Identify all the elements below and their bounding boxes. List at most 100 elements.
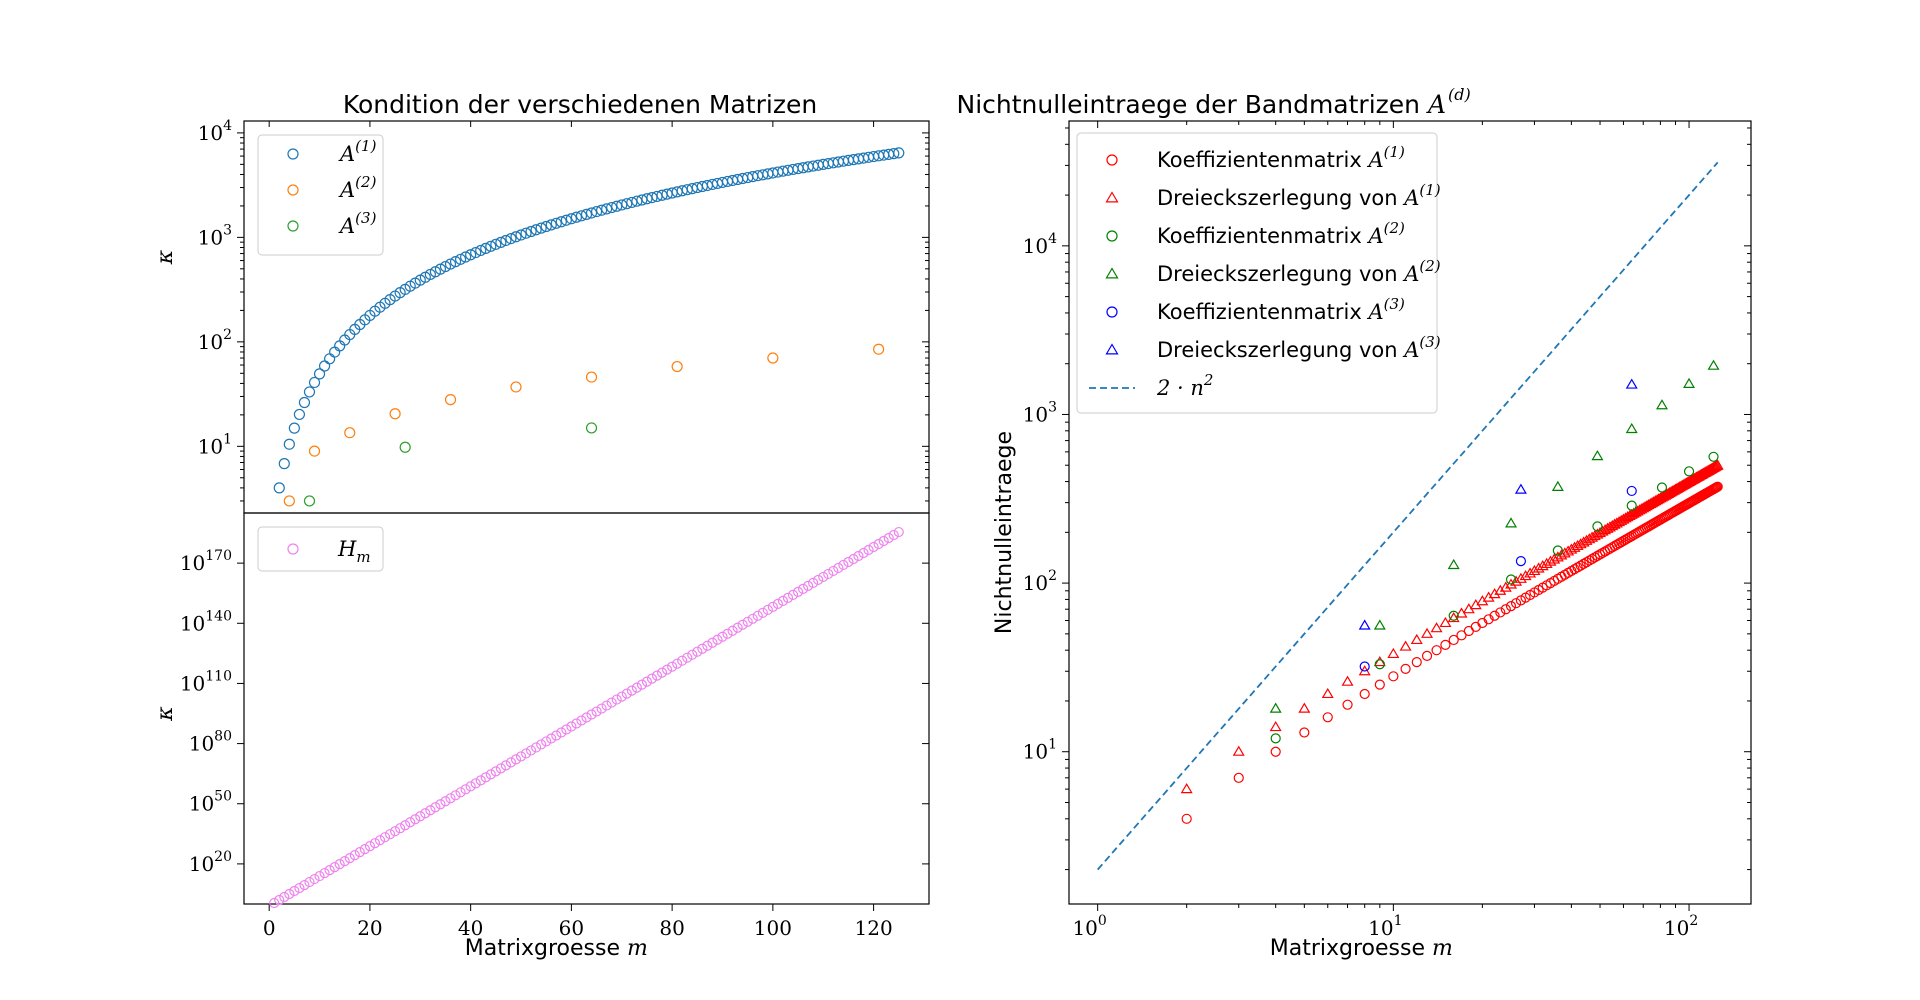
legend: Hm: [257, 526, 384, 572]
y-tick-label: 10110: [180, 668, 232, 695]
data-point-hilbert: [556, 727, 567, 738]
data-point-hilbert: [843, 556, 854, 568]
data-point-1: [454, 253, 467, 265]
reference-line-2n2: [1097, 161, 1719, 871]
data-point-hilbert: [450, 790, 461, 801]
data-point-3: [1448, 610, 1459, 621]
data-point-1: [1233, 772, 1244, 783]
chart-title-math: A: [1426, 90, 1446, 119]
legend-marker: [1106, 154, 1118, 166]
y-axis-label: κ: [153, 706, 178, 722]
legend-box: [257, 134, 384, 256]
data-point-2: [585, 371, 598, 383]
data-point-1: [1510, 598, 1522, 609]
data-point-hilbert: [304, 876, 315, 888]
data-point-hilbert: [712, 634, 723, 645]
data-point-4: [1373, 619, 1386, 630]
data-point-hilbert: [616, 691, 627, 702]
data-point-1: [540, 220, 552, 233]
data-point-hilbert: [344, 853, 355, 864]
y-tick-label: 103: [198, 222, 232, 249]
data-point-2: [1706, 462, 1719, 473]
data-point-hilbert: [374, 835, 386, 846]
condition-number-panel: Kondition der verschiedenen Matrizen 101…: [153, 90, 930, 514]
y-tick-label: 102: [1023, 568, 1057, 595]
data-point-2: [1439, 616, 1452, 628]
data-point-1: [1575, 560, 1586, 571]
hilbert-condition-panel: 0 20 40 60 80 100 120 1020 1050 1080 10110 10140 101…: [153, 512, 930, 961]
chart-title-superscript: (d): [1448, 85, 1471, 104]
data-point-hilbert: [566, 721, 577, 732]
data-point-hilbert: [868, 541, 879, 553]
y-tick-label: 104: [1023, 231, 1057, 258]
data-point-hilbert: [269, 897, 280, 909]
data-point-2: [1519, 569, 1532, 581]
data-point-hilbert: [858, 547, 869, 559]
data-point-hilbert: [405, 817, 416, 828]
data-point-2: [873, 343, 885, 355]
data-point-1: [570, 211, 583, 223]
data-point-1: [1572, 562, 1583, 573]
data-point-hilbert: [314, 870, 325, 882]
data-point-hilbert: [546, 733, 557, 744]
data-point-3: [1552, 545, 1563, 556]
plot-area: 0 20 40 60 80 100 120 1020 1050 1080 10110 10140 101…: [180, 512, 930, 940]
data-point-1: [510, 231, 522, 243]
chart-title: Nichtnulleintraege der Bandmatrizen A (d…: [957, 85, 1471, 119]
data-point-1: [485, 240, 497, 252]
data-point-2: [510, 381, 522, 393]
legend-marker: [287, 184, 299, 196]
data-point-4: [1269, 702, 1282, 713]
data-point-hilbert: [520, 748, 532, 759]
data-point-2: [671, 360, 683, 373]
legend-entry: A(1): [338, 137, 377, 166]
data-point-1: [303, 386, 316, 398]
x-axis-label-math: m: [627, 936, 648, 961]
y-tick-label: 1080: [189, 729, 232, 756]
data-point-1: [550, 217, 562, 229]
data-point-hilbert: [480, 772, 491, 783]
data-point-1: [611, 200, 623, 212]
data-point-2: [1571, 539, 1584, 551]
legend: A(1) A(2) A(3): [257, 134, 384, 256]
data-point-1: [500, 234, 512, 247]
data-point-hilbert: [611, 694, 622, 705]
x-tick-label: 102: [1664, 913, 1698, 940]
data-point-hilbert: [697, 643, 708, 654]
data-point-hilbert: [274, 894, 285, 906]
data-point-4: [1625, 422, 1638, 434]
data-point-1: [1578, 558, 1589, 569]
legend-marker: [1106, 230, 1118, 242]
data-point-2: [444, 394, 457, 406]
plot-area: 100 101 102 101 102 103 104: [1023, 120, 1752, 940]
data-point-hilbert: [606, 697, 617, 708]
data-point-1: [1421, 650, 1433, 662]
data-point-2: [389, 408, 401, 420]
data-point-1: [535, 222, 547, 234]
legend-entry: A(3): [338, 209, 377, 238]
data-point-3: [399, 441, 411, 453]
y-tick-label: 10170: [180, 548, 232, 575]
legend-marker: [287, 220, 299, 232]
data-point-1: [1712, 481, 1723, 492]
data-point-hilbert: [390, 826, 401, 837]
data-point-hilbert: [561, 724, 572, 735]
data-point-hilbert: [339, 856, 350, 867]
data-point-hilbert: [445, 793, 456, 804]
data-point-1: [888, 148, 900, 160]
data-point-hilbert: [299, 879, 310, 891]
data-point-hilbert: [571, 718, 582, 729]
legend-marker: [1105, 343, 1119, 355]
data-point-6: [1625, 378, 1638, 389]
data-point-1: [580, 208, 593, 220]
data-point-3: [1592, 521, 1603, 532]
legend-marker: [1105, 191, 1119, 203]
data-point-1: [1342, 699, 1353, 710]
legend-box: [1076, 132, 1438, 414]
data-point-2: [1269, 720, 1282, 732]
legend-entry: Dreieckszerlegung von A(1): [1157, 181, 1441, 210]
data-point-hilbert: [455, 787, 466, 798]
data-point-hilbert: [284, 888, 295, 900]
axes-frame: [1068, 120, 1752, 905]
data-point-hilbert: [692, 646, 703, 657]
